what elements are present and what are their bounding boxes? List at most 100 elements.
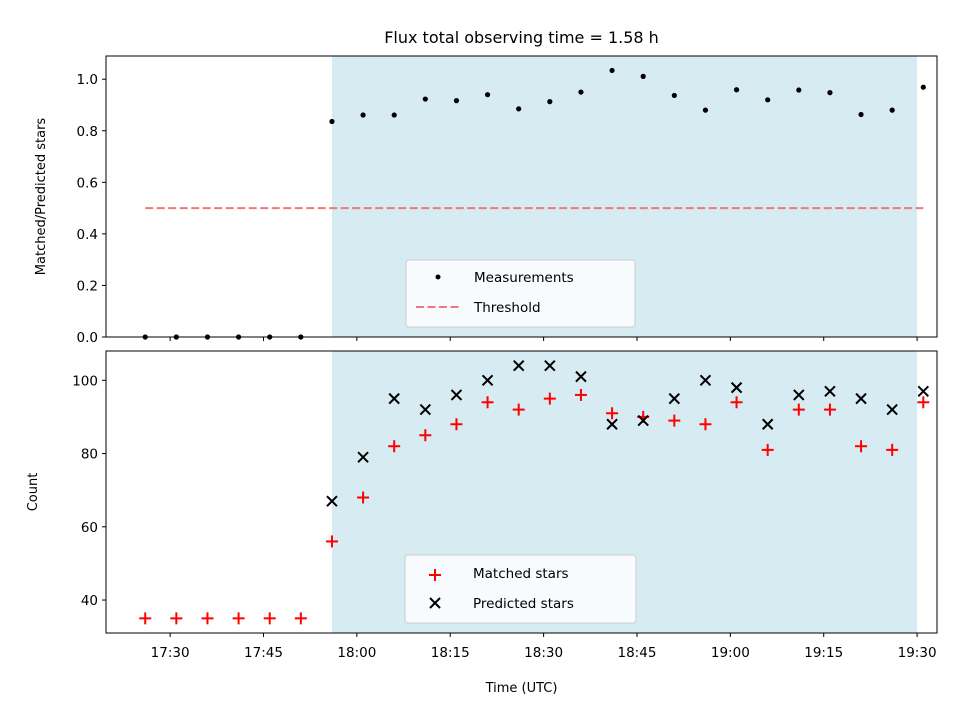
matched-stars-point bbox=[263, 612, 276, 625]
measurements-point bbox=[671, 92, 677, 99]
matched-stars-point bbox=[450, 418, 463, 431]
y-tick-label: 40 bbox=[81, 593, 98, 609]
matched-stars-point bbox=[325, 535, 338, 548]
matched-stars-point bbox=[917, 396, 930, 409]
bottom-panel-y-axis-label: Count bbox=[26, 473, 41, 512]
measurements-point bbox=[889, 107, 895, 113]
measurements-point bbox=[733, 87, 740, 93]
measurements-point bbox=[827, 90, 833, 96]
matched-stars-point bbox=[481, 396, 494, 409]
predicted-stars-point bbox=[855, 392, 867, 405]
predicted-stars-point bbox=[886, 403, 898, 416]
matched-stars-point bbox=[357, 491, 370, 504]
matched-stars-point bbox=[232, 612, 245, 625]
matched-stars-point bbox=[388, 440, 401, 453]
bottom-panel: 40 60 80 100 17:30 17:45 18:00 18:15 18:30 18:45… bbox=[26, 350, 938, 696]
bottom-panel-legend: Matched stars Predicted stars bbox=[404, 554, 637, 624]
matched-stars-point bbox=[419, 429, 432, 442]
matched-stars-point bbox=[606, 407, 619, 420]
x-tick-label: 19:30 bbox=[898, 645, 937, 661]
chart-title: Flux total observing time = 1.58 h bbox=[384, 28, 659, 47]
measurements-point bbox=[640, 73, 646, 79]
predicted-stars-point bbox=[917, 385, 930, 397]
legend-matched-stars-marker bbox=[429, 569, 441, 581]
predicted-stars-point bbox=[606, 418, 618, 430]
matched-stars-point bbox=[792, 403, 805, 416]
y-tick-label: 0.2 bbox=[77, 278, 98, 294]
top-panel-legend-box bbox=[405, 259, 636, 328]
legend-measurements-label: Measurements bbox=[474, 270, 574, 286]
predicted-stars-point bbox=[450, 389, 463, 401]
predicted-stars-point bbox=[481, 374, 494, 387]
y-tick-label: 0.6 bbox=[77, 175, 98, 191]
measurements-point bbox=[609, 67, 615, 74]
measurements-point bbox=[765, 97, 771, 103]
predicted-stars-point bbox=[419, 403, 432, 416]
predicted-stars-point bbox=[793, 389, 805, 401]
matched-stars-point bbox=[823, 403, 836, 416]
predicted-stars-point bbox=[761, 418, 774, 430]
predicted-stars-point bbox=[357, 451, 369, 463]
matched-stars-point bbox=[139, 612, 152, 625]
top-panel: 0.0 0.2 0.4 0.6 0.8 1.0 Flux total observing … bbox=[34, 28, 938, 346]
measurements-point bbox=[484, 92, 491, 98]
predicted-stars-point bbox=[575, 370, 587, 383]
matched-stars-point bbox=[543, 392, 556, 405]
x-tick-label: 18:45 bbox=[618, 645, 657, 661]
matched-stars-point bbox=[699, 418, 712, 431]
matched-stars-point bbox=[730, 396, 743, 409]
legend-predicted-stars-marker bbox=[429, 597, 441, 609]
measurements-point bbox=[422, 96, 428, 102]
measurements-point bbox=[796, 87, 802, 93]
x-axis-label: Time (UTC) bbox=[485, 681, 558, 696]
x-tick-label: 19:15 bbox=[804, 645, 843, 661]
measurements-point bbox=[360, 112, 366, 118]
matched-stars-point bbox=[294, 612, 307, 625]
matched-stars-point bbox=[886, 443, 899, 456]
measurements-point bbox=[547, 99, 553, 105]
legend-threshold-label: Threshold bbox=[473, 300, 541, 316]
bottom-panel-y-ticks: 40 60 80 100 bbox=[72, 373, 106, 609]
y-tick-label: 100 bbox=[72, 373, 98, 389]
predicted-stars-point bbox=[544, 359, 556, 372]
y-tick-label: 80 bbox=[81, 447, 98, 463]
x-tick-label: 18:30 bbox=[524, 645, 563, 661]
legend-measurements-marker bbox=[435, 274, 441, 280]
top-panel-legend: Measurements Threshold bbox=[405, 259, 636, 328]
predicted-stars-point bbox=[699, 374, 712, 387]
bottom-panel-legend-box bbox=[404, 554, 637, 624]
measurements-point bbox=[578, 89, 584, 95]
predicted-stars-point bbox=[326, 495, 338, 507]
y-tick-label: 0.8 bbox=[77, 124, 98, 140]
predicted-stars-point bbox=[668, 392, 681, 405]
predicted-stars-point bbox=[730, 381, 743, 394]
predicted-stars-point bbox=[512, 359, 525, 372]
matched-stars-point bbox=[668, 414, 681, 427]
predicted-stars-point bbox=[824, 385, 836, 397]
legend-predicted-stars-label: Predicted stars bbox=[473, 596, 574, 612]
matched-stars-point bbox=[761, 443, 774, 456]
measurements-point bbox=[858, 111, 864, 118]
matched-stars-point bbox=[170, 612, 183, 625]
top-panel-y-ticks: 0.0 0.2 0.4 0.6 0.8 1.0 bbox=[77, 72, 106, 346]
y-tick-label: 0.0 bbox=[77, 330, 98, 346]
top-panel-x-ticks bbox=[169, 337, 918, 341]
measurements-point bbox=[702, 107, 709, 113]
bottom-panel-x-ticks: 17:30 17:45 18:00 18:15 18:30 18:45 19:00 19:15… bbox=[151, 633, 937, 661]
y-tick-label: 1.0 bbox=[77, 72, 98, 88]
measurements-point bbox=[329, 118, 335, 125]
bottom-panel-frame bbox=[105, 350, 938, 634]
matched-stars-point bbox=[201, 612, 214, 625]
x-tick-label: 17:45 bbox=[244, 645, 283, 661]
legend-matched-stars-label: Matched stars bbox=[473, 566, 569, 582]
measurements-point bbox=[920, 84, 926, 90]
x-tick-label: 18:00 bbox=[337, 645, 376, 661]
x-tick-label: 18:15 bbox=[431, 645, 470, 661]
bottom-panel-marks bbox=[139, 359, 930, 625]
measurements-point bbox=[391, 112, 397, 118]
matched-stars-point bbox=[855, 440, 868, 453]
predicted-stars-point bbox=[637, 414, 649, 427]
y-tick-label: 60 bbox=[81, 520, 98, 536]
y-tick-label: 0.4 bbox=[77, 227, 98, 243]
